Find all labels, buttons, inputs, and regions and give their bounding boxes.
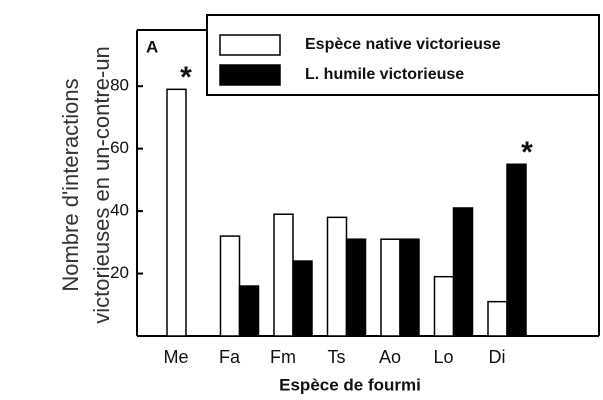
x-tick-label: Me (163, 347, 188, 367)
x-tick-label: Ao (379, 347, 401, 367)
x-tick-label: Ts (328, 347, 346, 367)
y-tick-label: 60 (110, 138, 129, 157)
y-tick-label: 40 (110, 201, 129, 220)
annotation: * (180, 61, 192, 94)
legend-label: Espèce native victorieuse (305, 36, 501, 53)
y-tick-label: 20 (110, 263, 129, 282)
panel-label: A (146, 37, 158, 56)
y-axis-label: Nombre d'interactions victorieuses en un… (58, 46, 114, 324)
x-tick-label: Fm (270, 347, 296, 367)
bar (433, 275, 455, 337)
bar (326, 216, 348, 337)
legend-label: L. humile victorieuse (305, 66, 464, 83)
legend-swatch (219, 34, 281, 56)
bar (238, 285, 260, 337)
bar (399, 238, 420, 337)
bar (292, 260, 313, 337)
bar (380, 238, 401, 337)
bar (452, 207, 474, 337)
bar (219, 235, 241, 337)
legend-swatch (219, 64, 281, 86)
x-tick-label: Di (489, 347, 506, 367)
bar (273, 213, 294, 337)
bar (487, 300, 508, 337)
bar (166, 88, 187, 337)
bar (345, 238, 367, 337)
y-tick-label: 80 (110, 76, 129, 95)
x-tick-label: Fa (219, 347, 241, 367)
x-tick-label: Lo (433, 347, 453, 367)
bar (506, 163, 527, 337)
y-label-line: victorieuses en un-contre-un (89, 46, 114, 324)
y-label-line: Nombre d'interactions (58, 78, 83, 291)
annotation: * (521, 136, 533, 169)
x-axis-label: Espèce de fourmi (279, 375, 421, 394)
